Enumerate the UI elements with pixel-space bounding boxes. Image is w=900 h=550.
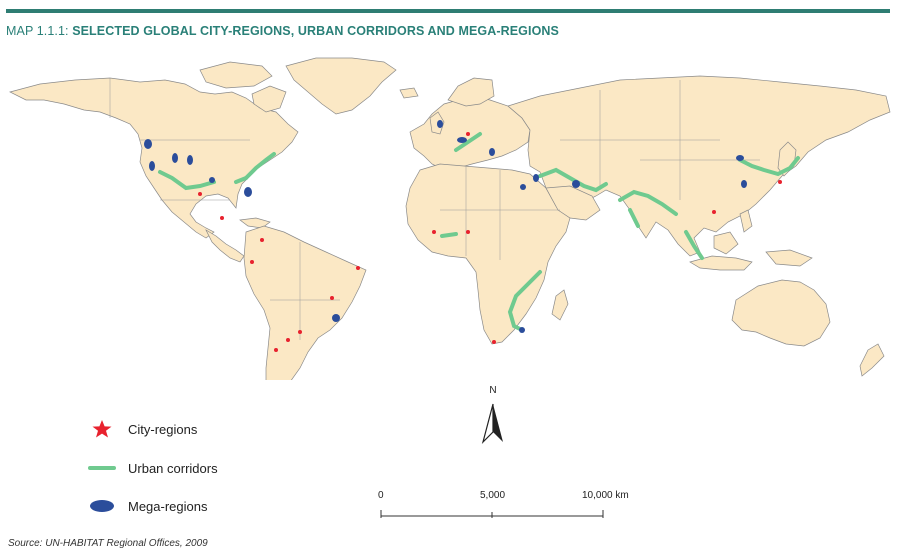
- city-region-marker: [274, 348, 278, 352]
- central-america: [205, 229, 245, 263]
- green-line-icon: [80, 464, 124, 472]
- city-region-marker: [220, 216, 224, 220]
- blue-ellipse-icon: [80, 499, 124, 513]
- top-rule: [6, 9, 890, 13]
- legend-city-regions: City-regions: [80, 417, 197, 441]
- southeast-asia-islands: [689, 255, 753, 271]
- city-region-marker: [356, 266, 360, 270]
- legend-label-city-regions: City-regions: [128, 421, 198, 437]
- arabian-peninsula: [545, 185, 601, 221]
- north-america: [9, 77, 299, 239]
- mega-region-marker: [244, 187, 252, 197]
- corridor-india: [618, 189, 678, 216]
- new-zealand: [859, 343, 885, 377]
- mega-region-marker: [187, 155, 193, 165]
- borneo: [713, 231, 739, 255]
- mega-region-marker: [533, 174, 539, 182]
- iceland: [399, 87, 419, 99]
- greenland: [285, 57, 397, 115]
- mega-region-marker: [741, 180, 747, 188]
- corridor-europe: [454, 132, 482, 152]
- mega-region-marker: [172, 153, 178, 163]
- mega-region-marker: [736, 155, 744, 161]
- scandinavia: [447, 77, 495, 107]
- city-region-marker: [260, 238, 264, 242]
- city-region-marker: [330, 296, 334, 300]
- british-isles: [429, 111, 445, 135]
- madagascar: [551, 289, 569, 321]
- city-region-marker: [778, 180, 782, 184]
- mega-region-marker: [572, 180, 580, 188]
- world-map: [9, 57, 891, 380]
- corridor-us-south: [158, 170, 216, 191]
- north-arrow: N: [478, 385, 508, 449]
- mega-region-marker: [457, 137, 467, 143]
- baffin-island: [251, 85, 287, 113]
- mega-region-marker: [489, 148, 495, 156]
- city-region-marker: [712, 210, 716, 214]
- mega-region-marker: [519, 327, 525, 333]
- map-title-prefix: MAP 1.1.1:: [6, 24, 69, 38]
- city-region-marker: [432, 230, 436, 234]
- corridor-us-northeast: [244, 152, 276, 180]
- corridor-us-midwest: [234, 176, 248, 184]
- city-region-marker: [466, 230, 470, 234]
- legend-label-urban-corridors: Urban corridors: [128, 460, 218, 476]
- city-regions: [198, 132, 782, 352]
- city-region-marker: [286, 338, 290, 342]
- city-region-marker: [492, 340, 496, 344]
- map-title: MAP 1.1.1: SELECTED GLOBAL CITY-REGIONS,…: [6, 24, 559, 38]
- mega-region-marker: [144, 139, 152, 149]
- corridor-west-africa: [440, 232, 458, 238]
- caribbean: [239, 217, 271, 229]
- corridor-east-africa: [507, 270, 542, 332]
- north-arrow-icon: [481, 403, 503, 444]
- mega-region-marker: [149, 161, 155, 171]
- philippines: [739, 209, 753, 233]
- map-title-text: SELECTED GLOBAL CITY-REGIONS, URBAN CORR…: [72, 24, 559, 38]
- australia: [731, 279, 831, 347]
- corridor-china: [738, 156, 800, 177]
- mega-region-marker: [437, 120, 443, 128]
- scale-label-5000: 5,000: [480, 490, 506, 501]
- city-region-marker: [250, 260, 254, 264]
- city-region-marker: [298, 330, 302, 334]
- legend-mega-regions: Mega-regions: [80, 494, 208, 518]
- red-star-icon: [80, 419, 124, 439]
- city-region-marker: [466, 132, 470, 136]
- mega-region-marker: [520, 184, 526, 190]
- mega-regions: [144, 120, 747, 333]
- mega-region-marker: [332, 314, 340, 322]
- scale-label-0: 0: [378, 490, 384, 501]
- new-guinea: [765, 249, 813, 267]
- legend-label-mega-regions: Mega-regions: [128, 498, 208, 514]
- mega-region-marker: [209, 177, 215, 183]
- north-label: N: [489, 385, 497, 396]
- source-note: Source: UN-HABITAT Regional Offices, 200…: [8, 538, 208, 549]
- corridor-india-south: [628, 208, 640, 228]
- scale-bar-graphic: [380, 510, 604, 518]
- borders: [109, 78, 760, 340]
- south-america: [243, 225, 367, 380]
- scale-label-10000: 10,000 km: [582, 490, 629, 501]
- urban-corridors: [158, 132, 800, 332]
- continents: [9, 57, 891, 380]
- legend-urban-corridors: Urban corridors: [80, 456, 218, 480]
- city-region-marker: [198, 192, 202, 196]
- corridor-se-asia: [684, 230, 704, 260]
- africa: [405, 163, 571, 345]
- arctic-islands: [199, 61, 273, 89]
